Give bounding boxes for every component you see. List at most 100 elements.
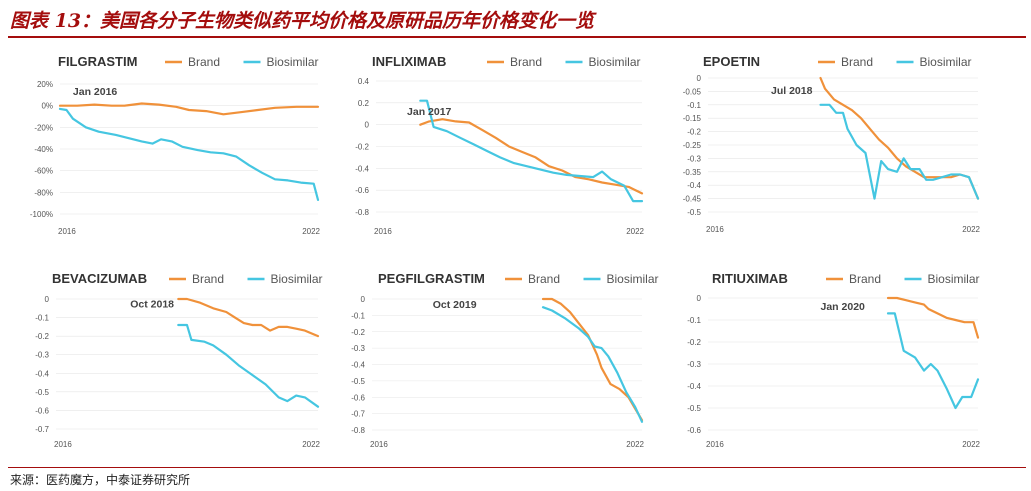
title-divider	[8, 36, 1026, 38]
y-tick-label: -0.4	[355, 164, 369, 173]
y-tick-label: -0.4	[351, 361, 365, 370]
annotation-label: Jul 2018	[771, 85, 813, 97]
legend-label-biosimilar: Biosimilar	[271, 272, 323, 286]
y-tick-label: -0.3	[687, 360, 701, 369]
y-tick-label: -0.6	[351, 393, 365, 402]
series-line-biosimilar	[177, 323, 320, 408]
y-tick-label: -0.2	[35, 332, 49, 341]
y-tick-label: 0%	[41, 102, 53, 111]
series-line-biosimilar	[886, 312, 980, 410]
y-tick-label: -0.45	[683, 195, 702, 204]
x-tick-label: 2022	[302, 227, 320, 236]
x-tick-label: 2016	[374, 227, 392, 236]
x-tick-label: 2022	[302, 440, 320, 449]
y-tick-label: -0.6	[355, 186, 369, 195]
annotation-label: Oct 2019	[433, 299, 477, 311]
y-tick-label: -0.1	[351, 311, 365, 320]
chart-pegfilgrastim: PEGFILGRASTIM Brand Biosimilar 0 -0.1 -0.2 -0.…	[351, 271, 658, 449]
y-tick-label: -0.8	[355, 208, 369, 217]
chart-epoetin: EPOETIN Brand Biosimilar 0 -0.05 -0.1 -0.15 -0.…	[683, 54, 981, 234]
y-tick-label: 0.2	[358, 99, 370, 108]
chart-title: INFLIXIMAB	[372, 54, 446, 69]
chart-infliximab: INFLIXIMAB Brand Biosimilar 0.4 0.2 0 -0.2 -0.4…	[355, 54, 644, 236]
series-line-brand	[419, 118, 644, 195]
y-tick-label: -0.2	[351, 328, 365, 337]
y-tick-label: -0.3	[687, 154, 701, 163]
y-tick-label: -0.2	[687, 128, 701, 137]
y-tick-label: -0.05	[683, 87, 702, 96]
y-tick-label: -0.7	[35, 425, 49, 434]
series-line-brand	[886, 296, 980, 339]
y-tick-label: -0.2	[687, 338, 701, 347]
legend-label-biosimilar: Biosimilar	[589, 55, 641, 69]
y-tick-label: -0.6	[687, 426, 701, 435]
legend-label-biosimilar: Biosimilar	[607, 272, 659, 286]
y-tick-label: 20%	[37, 80, 53, 89]
y-tick-label: -80%	[34, 188, 53, 197]
y-tick-label: -0.7	[351, 410, 365, 419]
x-tick-label: 2016	[58, 227, 76, 236]
x-tick-label: 2022	[962, 440, 980, 449]
legend-label-brand: Brand	[192, 272, 224, 286]
annotation-label: Jan 2017	[407, 106, 452, 118]
y-tick-label: 0	[365, 121, 370, 130]
y-tick-label: -100%	[30, 210, 53, 219]
y-tick-label: -60%	[34, 167, 53, 176]
series-line-brand	[541, 297, 644, 422]
x-tick-label: 2022	[962, 225, 980, 234]
y-tick-label: -0.5	[35, 388, 49, 397]
legend-label-brand: Brand	[528, 272, 560, 286]
y-tick-label: 0	[697, 74, 702, 83]
legend-label-biosimilar: Biosimilar	[920, 55, 972, 69]
chart-title: RITIUXIMAB	[712, 271, 788, 286]
annotation-label: Jan 2020	[821, 301, 866, 313]
legend-label-biosimilar: Biosimilar	[267, 55, 319, 69]
y-tick-label: 0	[697, 294, 702, 303]
x-tick-label: 2016	[706, 440, 724, 449]
y-tick-label: 0	[45, 295, 50, 304]
footer-divider	[8, 467, 1026, 468]
y-tick-label: -0.3	[351, 344, 365, 353]
y-tick-label: -0.8	[351, 426, 365, 435]
y-tick-label: -0.4	[687, 382, 701, 391]
y-tick-label: -0.2	[355, 143, 369, 152]
y-tick-label: -0.5	[687, 208, 701, 217]
series-line-biosimilar	[819, 103, 980, 200]
legend-label-brand: Brand	[841, 55, 873, 69]
y-tick-label: -40%	[34, 145, 53, 154]
chart-title: EPOETIN	[703, 54, 760, 69]
legend-label-brand: Brand	[188, 55, 220, 69]
x-tick-label: 2022	[626, 440, 644, 449]
y-tick-label: -20%	[34, 123, 53, 132]
source-note: 来源：医药魔方，中泰证券研究所	[10, 473, 191, 487]
chart-filgrastim: FILGRASTIM Brand Biosimilar 20% 0% -20% -40% -6…	[30, 54, 321, 236]
y-tick-label: 0	[361, 295, 366, 304]
x-tick-label: 2022	[626, 227, 644, 236]
series-line-biosimilar	[58, 107, 320, 201]
series-line-brand	[819, 76, 980, 200]
chart-bevacizumab: BEVACIZUMAB Brand Biosimilar 0 -0.1 -0.2 -0.3 -…	[35, 271, 322, 449]
y-tick-label: -0.6	[35, 406, 49, 415]
figure-title: 图表 13：美国各分子生物类似药平均价格及原研品历年价格变化一览	[10, 10, 595, 32]
y-tick-label: 0.4	[358, 77, 370, 86]
chart-ritiuximab: RITIUXIMAB Brand Biosimilar 0 -0.1 -0.2 -0.3 -0…	[687, 271, 980, 449]
y-tick-label: -0.5	[351, 377, 365, 386]
series-line-biosimilar	[541, 306, 644, 423]
y-tick-label: -0.4	[687, 181, 701, 190]
y-tick-label: -0.35	[683, 168, 702, 177]
legend-label-brand: Brand	[510, 55, 542, 69]
x-tick-label: 2016	[370, 440, 388, 449]
series-line-brand	[177, 297, 320, 338]
chart-title: PEGFILGRASTIM	[378, 271, 485, 286]
y-tick-label: -0.25	[683, 141, 702, 150]
legend-label-brand: Brand	[849, 272, 881, 286]
y-tick-label: -0.1	[687, 101, 701, 110]
y-tick-label: -0.1	[687, 316, 701, 325]
series-line-biosimilar	[419, 99, 644, 203]
chart-title: FILGRASTIM	[58, 54, 137, 69]
legend-label-biosimilar: Biosimilar	[928, 272, 980, 286]
y-tick-label: -0.3	[35, 351, 49, 360]
x-tick-label: 2016	[54, 440, 72, 449]
chart-title: BEVACIZUMAB	[52, 271, 147, 286]
